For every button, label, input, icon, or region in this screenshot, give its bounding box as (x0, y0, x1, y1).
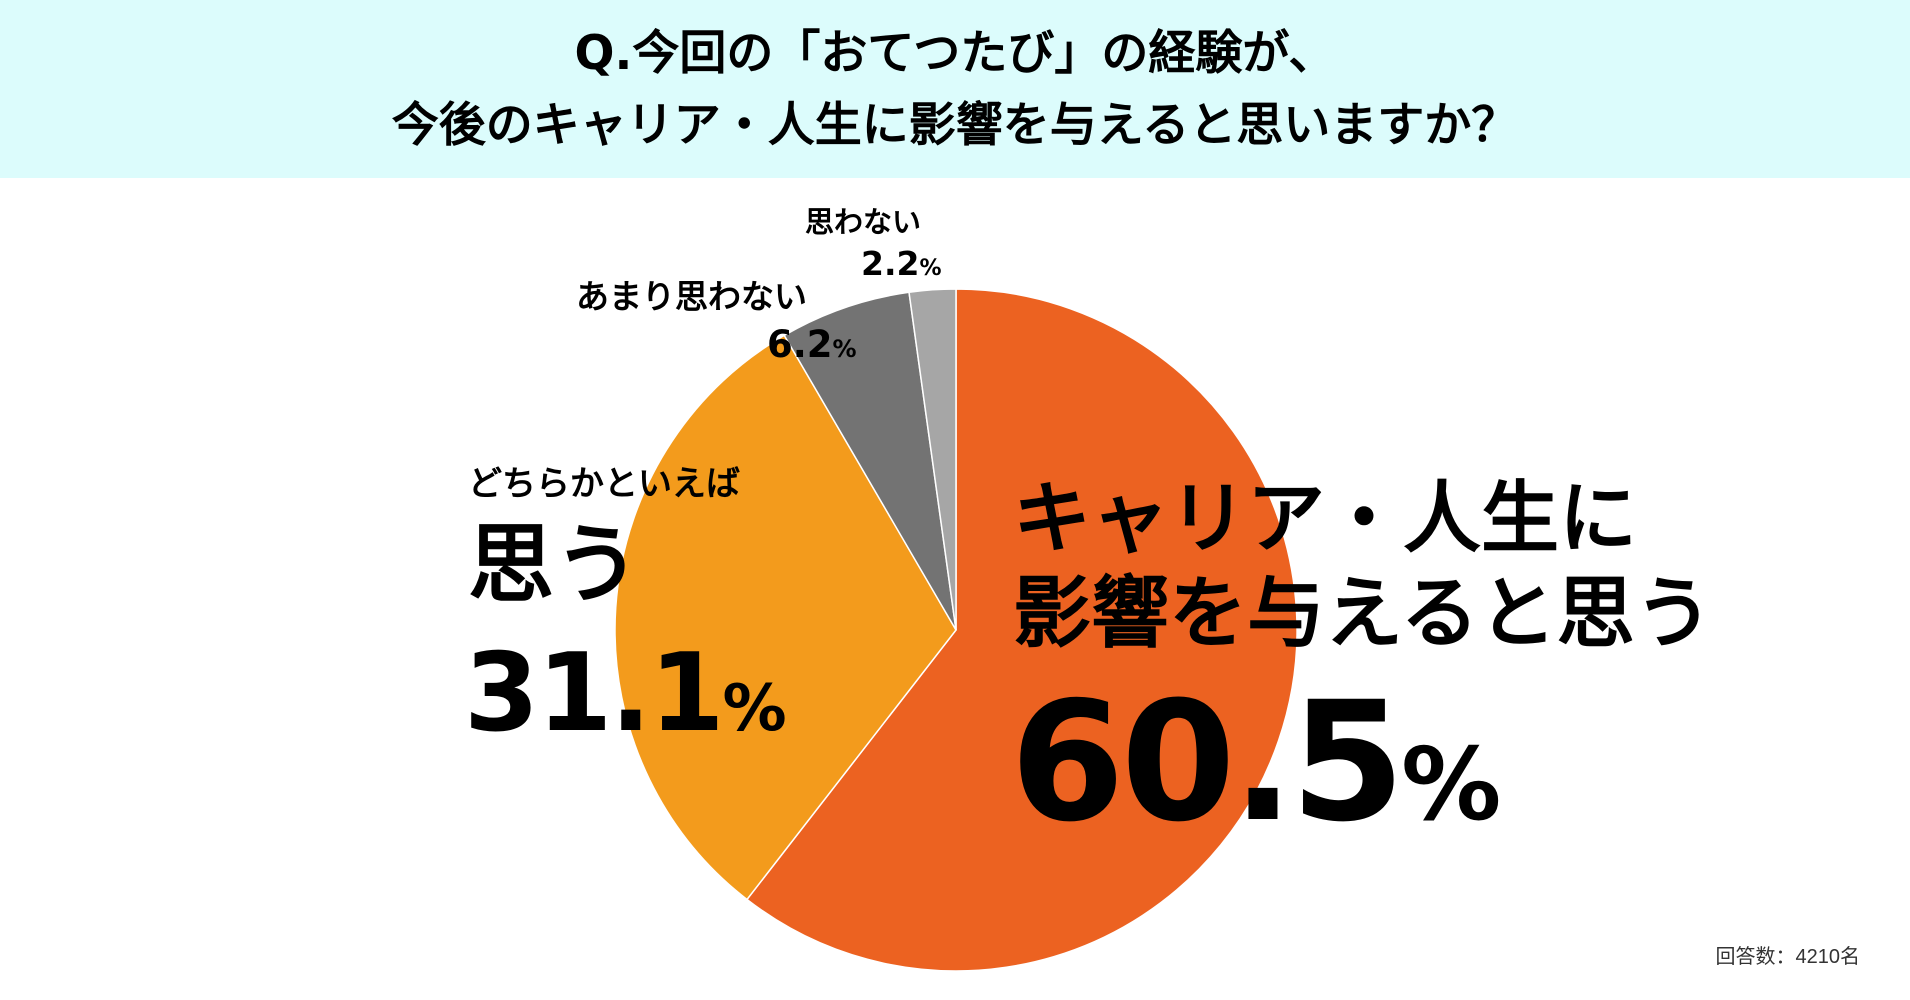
pie-slice-not-much (783, 291, 957, 631)
chart-title-line-2: 今後のキャリア・人生に影響を与えると思いますか？ (391, 98, 1519, 153)
slice-label-somewhat-line1: どちらかといえば (468, 464, 740, 504)
slice-value-somewhat-unit: % (722, 672, 787, 746)
pie-slice-no (908, 288, 957, 631)
pie-slice-somewhat (614, 334, 957, 901)
slice-value-somewhat-number: 31.1 (464, 631, 724, 756)
slice-value-no: 2.2% (861, 247, 942, 280)
chart-title-line-1: Q.今回の「おてつたび」の経験が、 (574, 26, 1336, 81)
slice-value-not-much-number: 6.2 (767, 323, 833, 366)
slice-label-affects-line2: 影響を与えると思う (1013, 569, 1713, 659)
slice-label-somewhat-line2: 思う (468, 515, 640, 615)
slice-value-somewhat: 31.1% (464, 640, 787, 748)
slice-label-not-much: あまり思わない (576, 277, 807, 316)
slice-value-affects: 60.5% (1010, 680, 1501, 845)
slice-label-no: 思わない (805, 205, 922, 239)
response-count-note: 回答数：4210名 (1715, 946, 1861, 968)
slice-value-no-unit: % (919, 256, 942, 281)
slice-label-affects-line1: キャリア・人生に (1013, 474, 1638, 564)
slice-value-no-number: 2.2 (861, 244, 920, 283)
slice-value-not-much: 6.2% (767, 326, 857, 363)
slice-value-not-much-unit: % (832, 335, 857, 363)
slice-value-affects-number: 60.5 (1010, 666, 1405, 858)
pie-slice-affects (745, 288, 1298, 972)
title-banner: Q.今回の「おてつたび」の経験が、 今後のキャリア・人生に影響を与えると思います… (0, 0, 1910, 178)
slice-value-affects-unit: % (1401, 726, 1502, 843)
